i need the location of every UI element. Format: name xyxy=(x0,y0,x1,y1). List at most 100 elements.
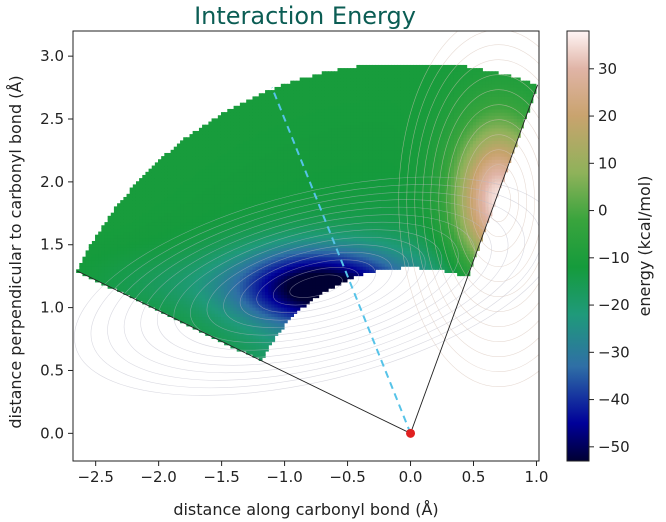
energy-cell xyxy=(236,328,241,333)
energy-cell xyxy=(271,203,276,207)
energy-cell xyxy=(318,237,323,242)
energy-cell xyxy=(167,209,172,214)
energy-cell xyxy=(214,159,219,163)
energy-cell xyxy=(249,266,254,270)
energy-cell xyxy=(315,181,320,185)
energy-cell xyxy=(299,124,304,129)
energy-cell xyxy=(309,149,313,154)
energy-cell xyxy=(217,303,222,308)
energy-cell xyxy=(117,231,121,236)
energy-cell xyxy=(246,209,250,214)
energy-cell xyxy=(189,146,194,151)
energy-cell xyxy=(158,272,162,277)
energy-cell xyxy=(220,297,225,302)
energy-cell xyxy=(346,247,351,251)
energy-cell xyxy=(296,124,301,129)
energy-cell xyxy=(287,262,291,267)
energy-cell xyxy=(243,319,247,324)
energy-cell xyxy=(283,174,288,179)
energy-cell xyxy=(214,124,219,129)
energy-cell xyxy=(205,262,209,267)
energy-cell xyxy=(280,102,285,107)
energy-cell xyxy=(312,174,317,179)
energy-cell xyxy=(198,300,203,305)
energy-cell xyxy=(142,288,147,292)
energy-cell xyxy=(239,200,244,204)
energy-cell xyxy=(252,196,257,201)
energy-cell xyxy=(220,325,225,330)
energy-cell xyxy=(290,306,295,311)
energy-cell xyxy=(101,240,106,245)
energy-cell xyxy=(220,244,225,248)
energy-cell xyxy=(233,156,238,160)
energy-cell xyxy=(296,281,301,286)
energy-cell xyxy=(198,240,203,245)
energy-cell xyxy=(85,256,90,261)
energy-cell xyxy=(346,112,351,116)
energy-cell xyxy=(265,130,269,135)
energy-cell xyxy=(189,218,194,223)
energy-cell xyxy=(331,174,335,179)
energy-cell xyxy=(176,247,181,251)
energy-cell xyxy=(161,281,165,286)
energy-cell xyxy=(249,143,254,148)
energy-cell xyxy=(331,222,335,226)
energy-cell xyxy=(224,203,228,207)
energy-cell xyxy=(176,196,181,201)
energy-cell xyxy=(142,275,147,280)
energy-cell xyxy=(265,209,269,214)
energy-cell xyxy=(302,297,307,302)
energy-cell xyxy=(202,269,206,273)
energy-cell xyxy=(145,225,150,229)
energy-cell xyxy=(170,250,175,255)
energy-cell xyxy=(214,259,219,264)
energy-cell xyxy=(154,212,159,217)
energy-cell xyxy=(164,225,169,229)
energy-cell xyxy=(265,253,269,258)
energy-cell xyxy=(287,288,291,292)
energy-cell xyxy=(154,253,159,258)
energy-cell xyxy=(243,269,247,273)
energy-cell xyxy=(328,206,332,211)
energy-cell xyxy=(151,266,156,270)
energy-cell xyxy=(205,228,209,233)
energy-cell xyxy=(104,275,109,280)
energy-cell xyxy=(324,71,329,75)
energy-cell xyxy=(183,234,187,239)
energy-cell xyxy=(290,146,295,151)
energy-cell xyxy=(324,209,329,214)
energy-cell xyxy=(328,272,332,277)
energy-cell xyxy=(211,253,216,258)
energy-cell xyxy=(214,322,219,327)
energy-cell xyxy=(346,162,351,167)
energy-cell xyxy=(287,266,291,270)
energy-cell xyxy=(268,272,272,277)
energy-cell xyxy=(283,275,288,280)
energy-cell xyxy=(220,178,225,182)
energy-cell xyxy=(154,184,159,189)
energy-cell xyxy=(195,300,200,305)
energy-cell xyxy=(148,218,153,223)
energy-cell xyxy=(271,174,276,179)
energy-cell xyxy=(258,250,263,255)
energy-cell xyxy=(290,228,295,233)
energy-cell xyxy=(328,240,332,245)
energy-cell xyxy=(337,178,342,182)
energy-cell xyxy=(340,218,345,223)
energy-cell xyxy=(287,256,291,261)
energy-cell xyxy=(331,93,335,97)
energy-cell xyxy=(318,130,323,135)
energy-cell xyxy=(183,281,187,286)
energy-cell xyxy=(243,121,247,126)
energy-cell xyxy=(258,357,263,362)
energy-cell xyxy=(192,300,197,305)
energy-cell xyxy=(98,244,102,248)
energy-cell xyxy=(287,196,291,201)
energy-cell xyxy=(202,291,206,295)
energy-cell xyxy=(337,159,342,163)
energy-cell xyxy=(214,165,219,170)
energy-cell xyxy=(318,137,323,141)
energy-cell xyxy=(280,127,285,132)
energy-cell xyxy=(220,322,225,327)
energy-cell xyxy=(302,237,307,242)
